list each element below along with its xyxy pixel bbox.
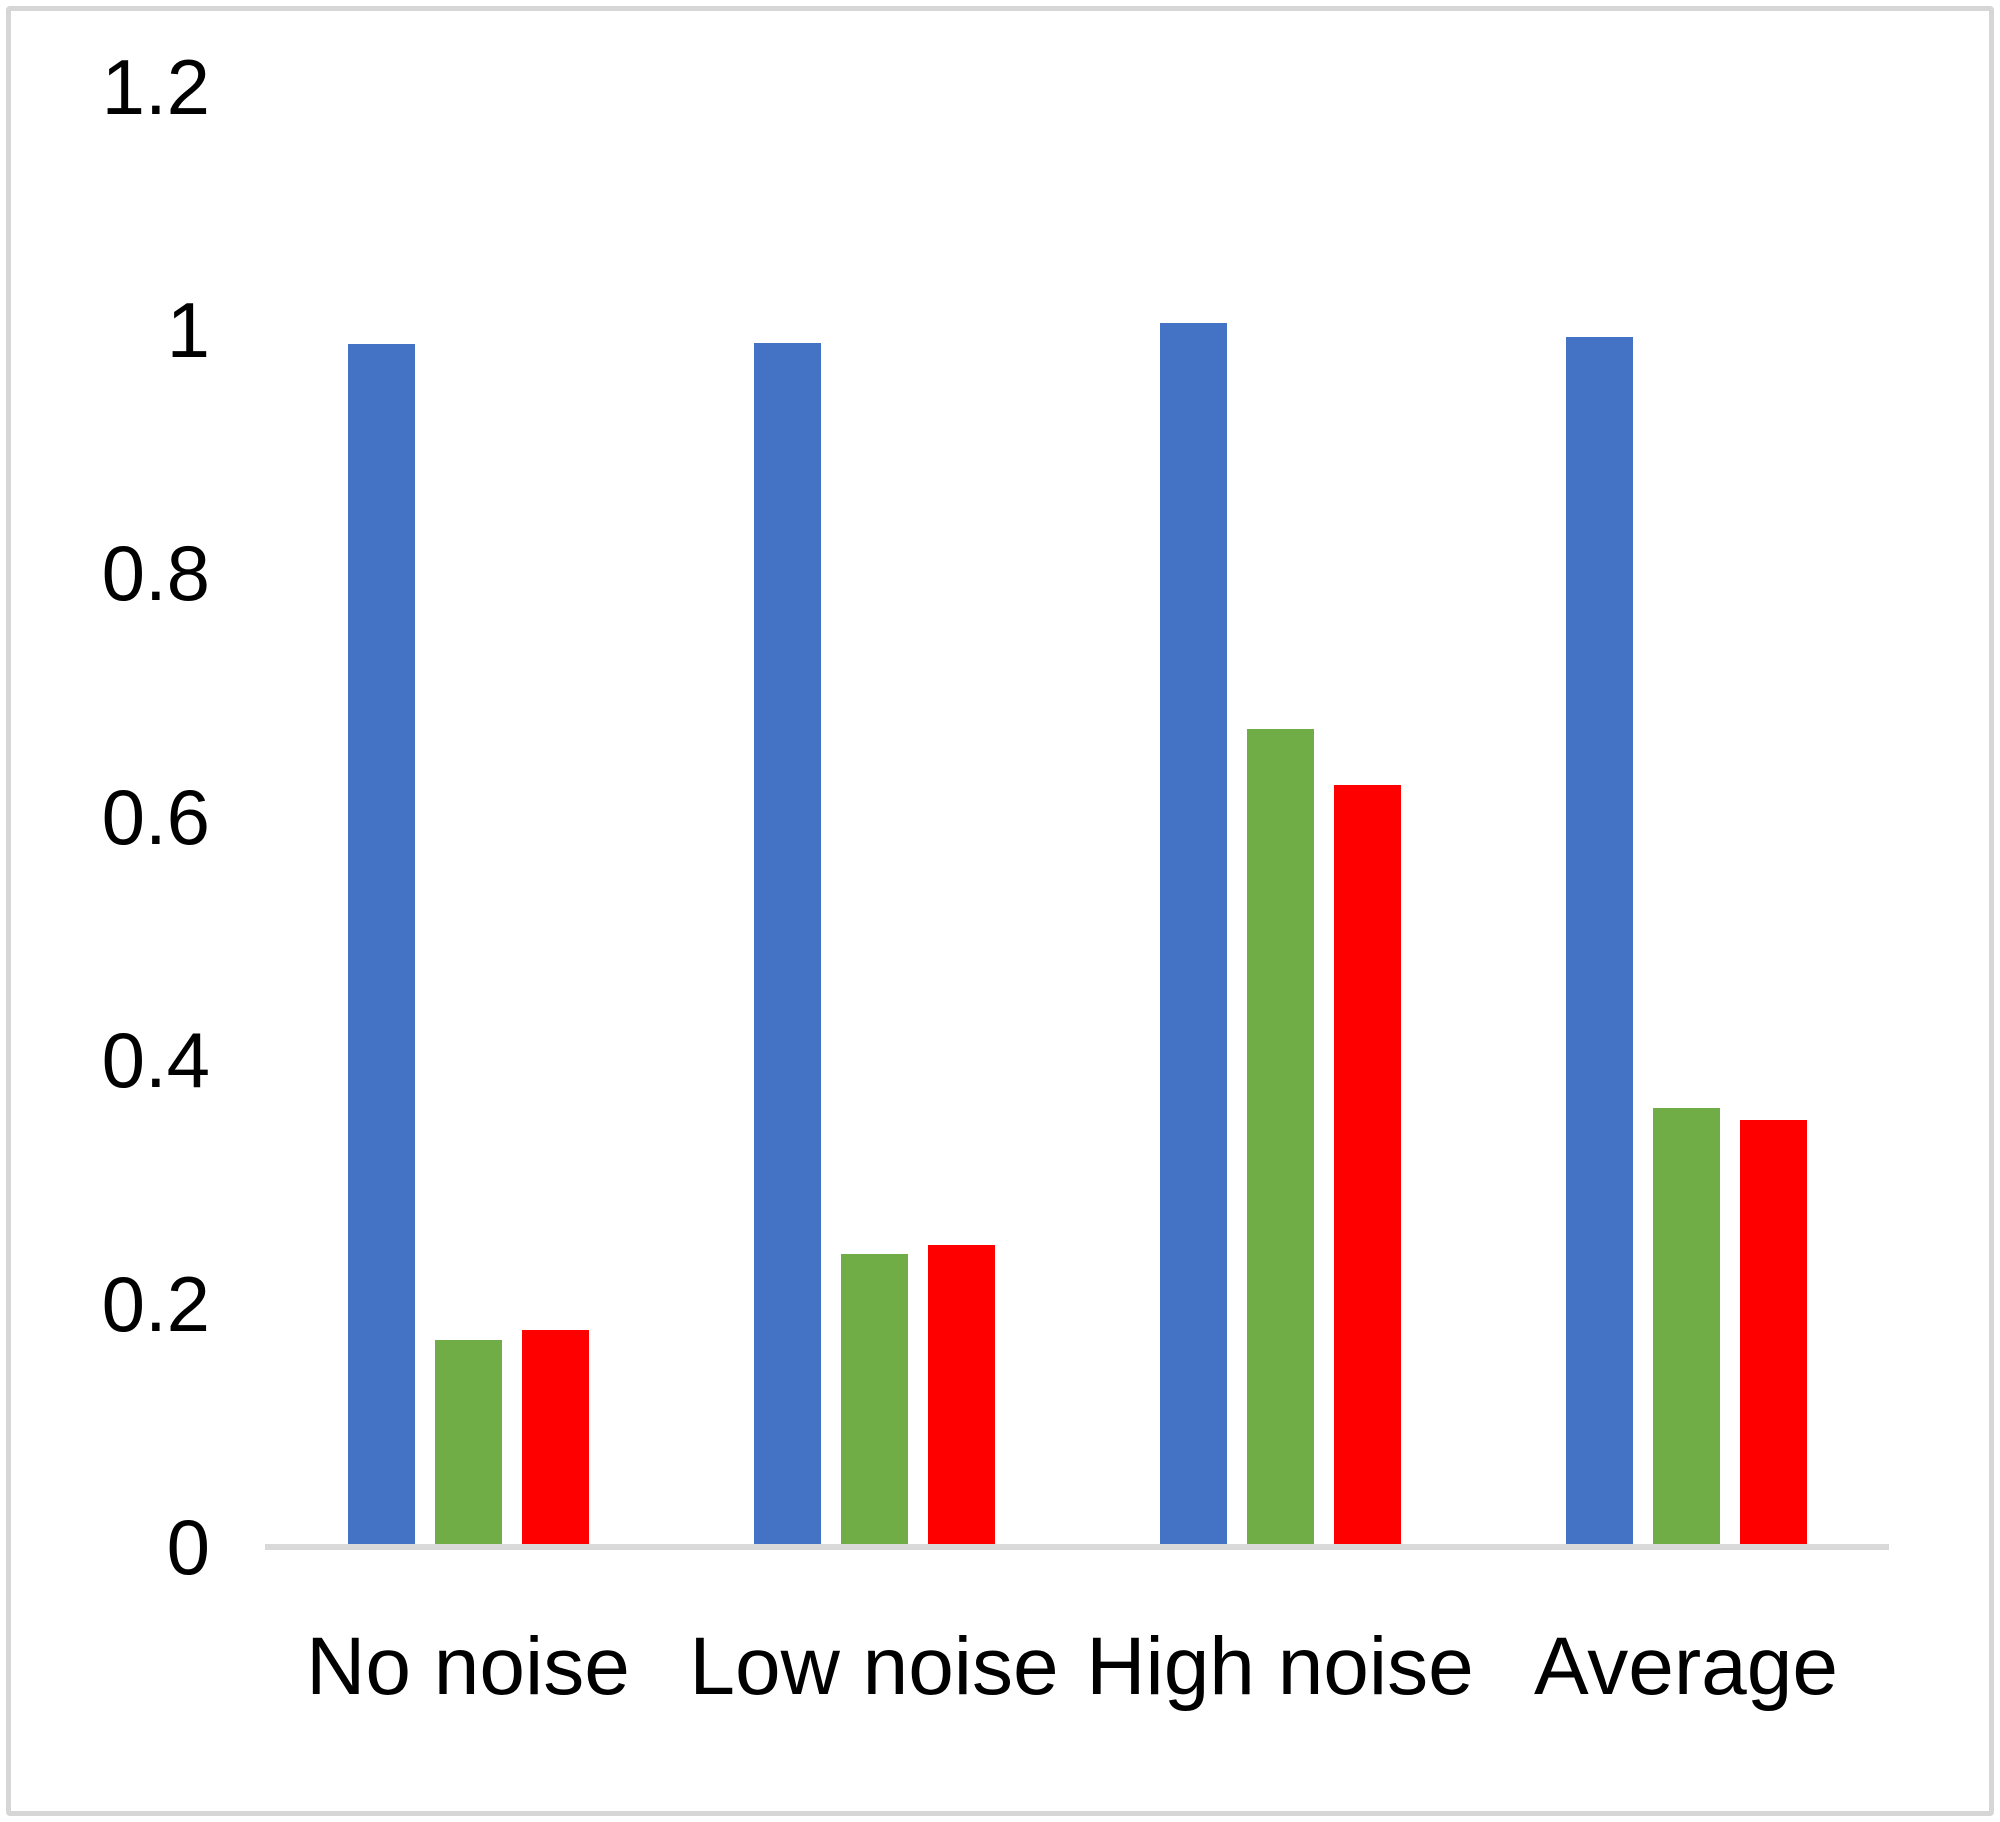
bar-blue (347, 344, 415, 1544)
x-axis-line (265, 1544, 1889, 1550)
bar-red (1333, 785, 1401, 1544)
bar-green (1652, 1108, 1720, 1544)
y-tick-label: 0 (166, 1503, 210, 1591)
bar-group (265, 0, 671, 1544)
y-tick-label: 0.2 (101, 1259, 210, 1348)
category-axis-labels: No noise Low noise High noise Average (265, 1622, 1889, 1712)
y-tick-label: 1 (166, 286, 210, 374)
bar-blue (753, 343, 821, 1544)
bar-green (434, 1340, 502, 1544)
y-tick-label: 0.4 (101, 1016, 210, 1105)
plot-area (265, 0, 1889, 1544)
category-label: Low noise (689, 1621, 1059, 1712)
bar-red (1739, 1120, 1807, 1544)
bar-red (927, 1245, 995, 1544)
category-label: Average (1534, 1621, 1838, 1712)
bar-group (1077, 0, 1483, 1544)
category-label: High noise (1086, 1621, 1474, 1712)
bar-green (840, 1254, 908, 1544)
y-tick-label: 0.8 (101, 529, 210, 618)
y-tick-label: 0.6 (101, 772, 210, 861)
bar-group (1483, 0, 1889, 1544)
bar-blue (1159, 323, 1227, 1544)
y-tick-label: 1.2 (101, 42, 210, 131)
bar-blue (1565, 337, 1633, 1544)
category-label: No noise (306, 1621, 630, 1712)
bar-green (1246, 729, 1314, 1544)
bar-group (671, 0, 1077, 1544)
bar-red (521, 1330, 589, 1544)
